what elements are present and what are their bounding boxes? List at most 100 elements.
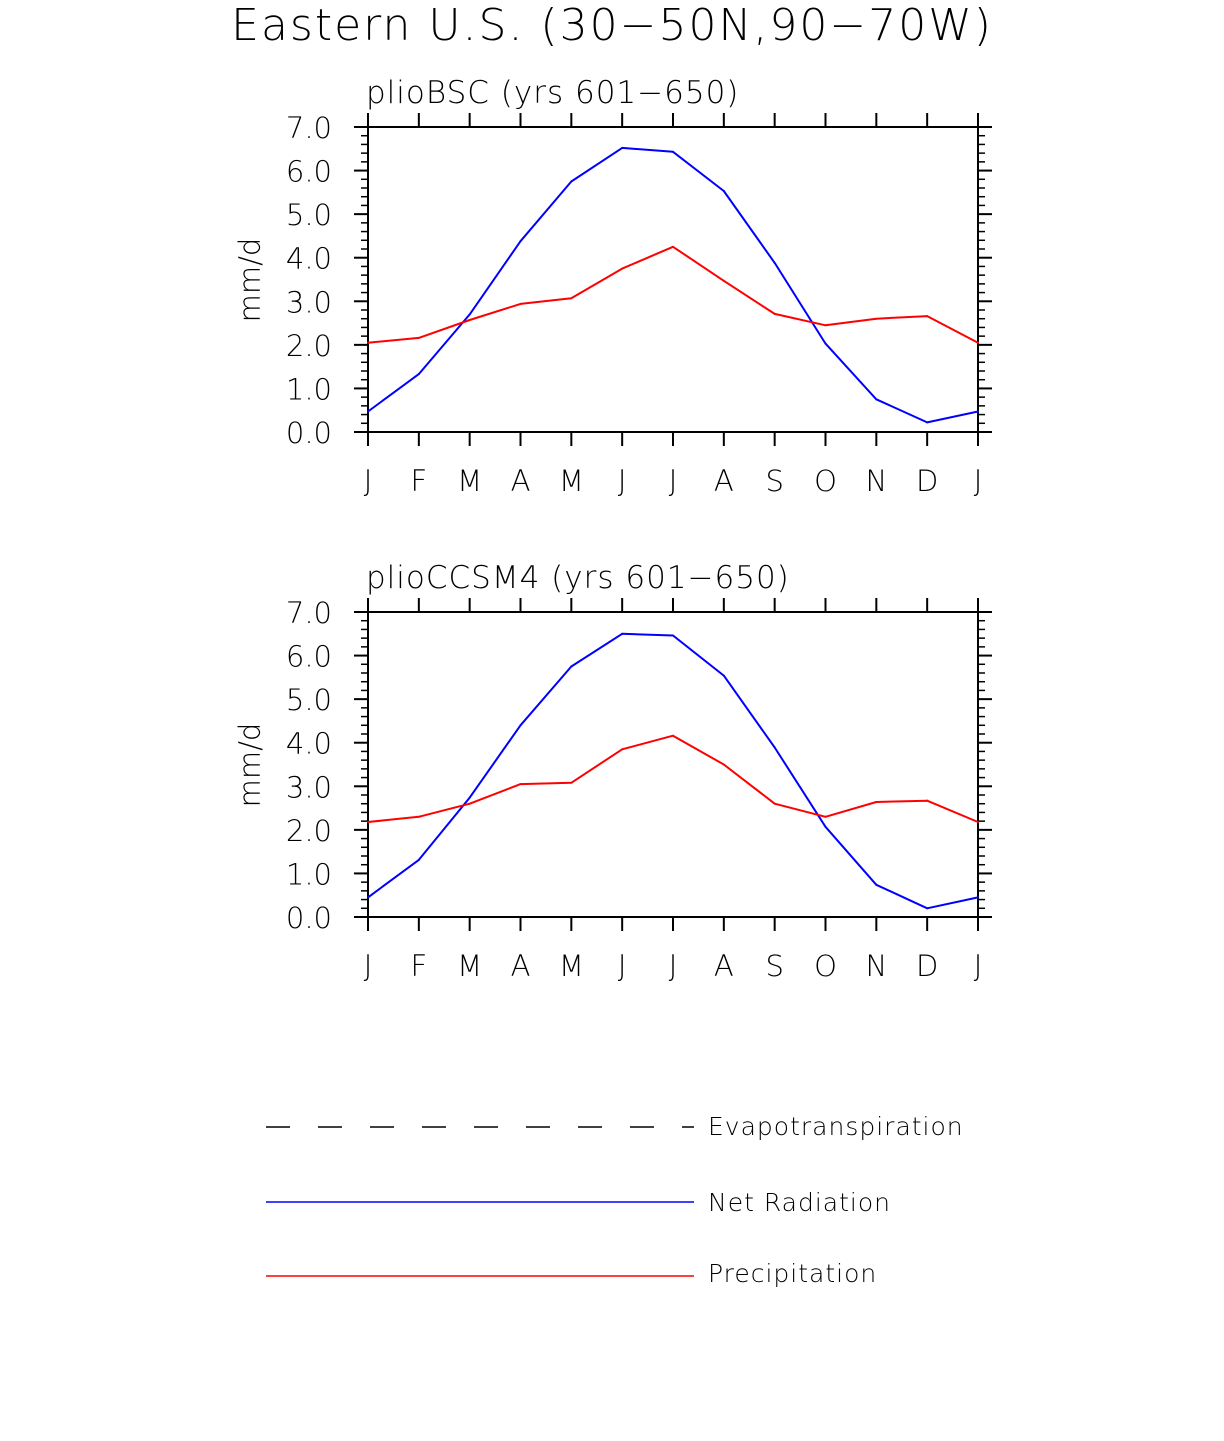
data-point-net-radiation bbox=[824, 342, 827, 345]
x-tick-label: J bbox=[669, 464, 678, 498]
data-point-net-radiation bbox=[875, 883, 878, 886]
data-point-precipitation bbox=[875, 317, 878, 320]
legend-label-evapotranspiration: Evapotranspiration bbox=[708, 1112, 964, 1141]
data-point-precipitation bbox=[926, 799, 929, 802]
data-point-precipitation bbox=[519, 302, 522, 305]
x-tick-label: A bbox=[714, 464, 734, 498]
x-tick-label: A bbox=[511, 949, 531, 983]
data-point-net-radiation bbox=[417, 858, 420, 861]
data-point-net-radiation bbox=[468, 313, 471, 316]
y-axis-label: mm/d bbox=[233, 238, 267, 323]
figure-title: Eastern U.S. (30−50N,90−70W) bbox=[231, 0, 993, 51]
data-point-net-radiation bbox=[773, 261, 776, 264]
data-point-precipitation bbox=[519, 783, 522, 786]
panel-plioBSC: plioBSC (yrs 601−650) mm/d 0.0 1.0 2.0 3.0 4… bbox=[233, 75, 992, 498]
data-point-precipitation bbox=[773, 802, 776, 805]
x-tick-label: M bbox=[559, 949, 584, 983]
legend: Evapotranspiration Net Radiation Precipi… bbox=[266, 1112, 964, 1288]
data-point-net-radiation bbox=[722, 674, 725, 677]
y-axis-label: mm/d bbox=[233, 723, 267, 808]
series-line-net-radiation bbox=[367, 146, 979, 424]
y-tick-label: 6.0 bbox=[286, 155, 332, 189]
data-point-net-radiation bbox=[926, 421, 929, 424]
data-point-precipitation bbox=[824, 815, 827, 818]
y-tick-label: 0.0 bbox=[286, 416, 332, 450]
data-point-precipitation bbox=[722, 279, 725, 282]
y-tick-label: 4.0 bbox=[286, 242, 332, 276]
data-point-net-radiation bbox=[926, 907, 929, 910]
data-point-net-radiation bbox=[672, 150, 674, 153]
data-point-net-radiation bbox=[519, 724, 522, 727]
data-point-precipitation bbox=[977, 821, 979, 824]
data-point-net-radiation bbox=[977, 410, 979, 413]
y-tick-label: 4.0 bbox=[286, 727, 332, 761]
plot-frame bbox=[367, 611, 979, 918]
series-line-net-radiation bbox=[367, 632, 979, 910]
x-tick-label: J bbox=[669, 949, 678, 983]
x-tick-label: M bbox=[457, 464, 482, 498]
data-point-net-radiation bbox=[672, 634, 674, 637]
data-point-precipitation bbox=[468, 319, 471, 322]
y-tick-label: 5.0 bbox=[286, 683, 332, 717]
data-point-precipitation bbox=[621, 267, 624, 270]
x-tick-label: S bbox=[765, 949, 783, 983]
data-point-net-radiation bbox=[367, 410, 369, 413]
data-point-precipitation bbox=[417, 815, 420, 818]
data-point-precipitation bbox=[926, 315, 929, 318]
x-tick-label: M bbox=[457, 949, 482, 983]
x-tick-label: O bbox=[814, 464, 837, 498]
data-point-precipitation bbox=[875, 800, 878, 803]
data-point-precipitation bbox=[824, 324, 827, 327]
data-point-net-radiation bbox=[417, 373, 420, 376]
data-point-precipitation bbox=[722, 763, 725, 766]
x-tick-label: N bbox=[865, 949, 887, 983]
y-tick-label: 5.0 bbox=[286, 198, 332, 232]
y-tick-label: 7.0 bbox=[286, 596, 332, 630]
data-point-precipitation bbox=[417, 336, 420, 339]
data-point-precipitation bbox=[621, 748, 624, 751]
y-tick-label: 3.0 bbox=[286, 770, 332, 804]
data-point-net-radiation bbox=[570, 665, 573, 668]
panel-title: plioCCSM4 (yrs 601−650) bbox=[366, 560, 790, 596]
x-tick-label: A bbox=[511, 464, 531, 498]
panel-plioCCSM4: plioCCSM4 (yrs 601−650) mm/d 0.0 1.0 2.0 3.… bbox=[233, 560, 992, 983]
data-point-precipitation bbox=[570, 297, 573, 300]
data-point-net-radiation bbox=[367, 896, 369, 899]
panel-title: plioBSC (yrs 601−650) bbox=[366, 75, 739, 111]
y-tick-label: 2.0 bbox=[286, 329, 332, 363]
y-tick-label: 7.0 bbox=[286, 111, 332, 145]
x-tick-label: M bbox=[559, 464, 584, 498]
data-point-precipitation bbox=[977, 341, 979, 344]
legend-label-net-radiation: Net Radiation bbox=[708, 1188, 891, 1217]
data-point-precipitation bbox=[672, 734, 674, 737]
x-tick-label: F bbox=[410, 464, 427, 498]
x-tick-label: J bbox=[974, 464, 983, 498]
x-tick-label: F bbox=[410, 949, 427, 983]
x-tick-label: J bbox=[618, 464, 627, 498]
data-point-precipitation bbox=[468, 802, 471, 805]
data-point-net-radiation bbox=[824, 825, 827, 828]
plot-frame bbox=[367, 126, 979, 433]
series-line-precipitation bbox=[367, 245, 979, 344]
data-point-precipitation bbox=[570, 781, 573, 784]
data-point-net-radiation bbox=[621, 632, 624, 635]
y-tick-label: 1.0 bbox=[286, 372, 332, 406]
data-point-precipitation bbox=[367, 821, 369, 824]
y-tick-label: 1.0 bbox=[286, 857, 332, 891]
y-tick-label: 3.0 bbox=[286, 285, 332, 319]
data-point-precipitation bbox=[672, 245, 674, 248]
data-point-net-radiation bbox=[773, 746, 776, 749]
x-tick-label: S bbox=[765, 464, 783, 498]
y-tick-label: 2.0 bbox=[286, 814, 332, 848]
x-tick-label: D bbox=[916, 464, 938, 498]
data-point-net-radiation bbox=[519, 240, 522, 243]
data-point-net-radiation bbox=[722, 190, 725, 193]
x-tick-label: J bbox=[364, 949, 373, 983]
data-point-precipitation bbox=[773, 312, 776, 315]
data-point-net-radiation bbox=[977, 896, 979, 899]
data-point-precipitation bbox=[367, 341, 369, 344]
y-tick-label: 6.0 bbox=[286, 640, 332, 674]
x-tick-label: N bbox=[865, 464, 887, 498]
data-point-net-radiation bbox=[621, 146, 624, 149]
